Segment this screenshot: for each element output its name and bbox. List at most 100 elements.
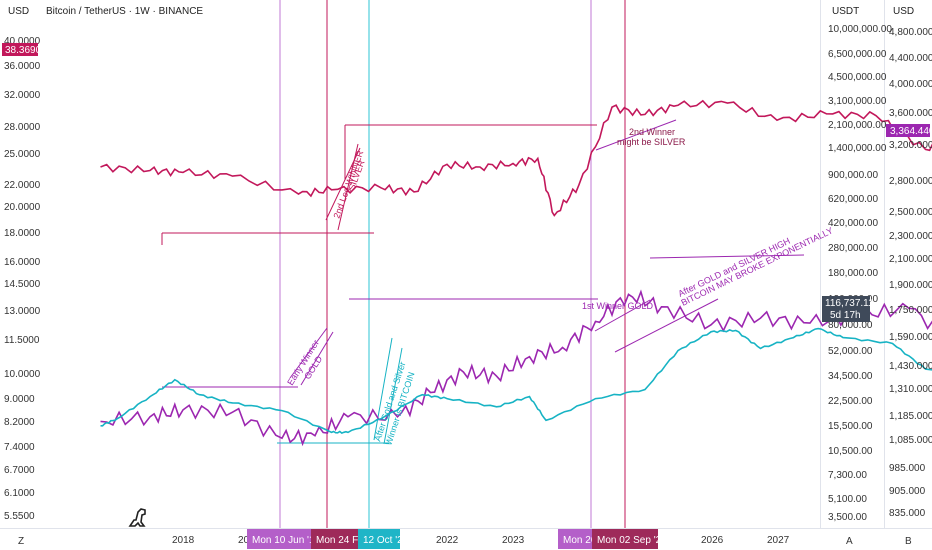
left-axis-tick: 22.0000 (4, 180, 41, 191)
left-axis-tick: 7.4000 (4, 442, 35, 453)
series-layer (100, 99, 932, 447)
usdt-axis-tick: 10,000,000.00 (828, 24, 892, 35)
annotation-lines (161, 119, 805, 445)
usdt-axis-tick: 1,400,000.00 (828, 143, 887, 154)
x-axis-tick: 2027 (767, 535, 790, 546)
right-axis-tick: 835.000 (889, 508, 926, 519)
right-axis-tick: 4,800.000 (889, 27, 932, 38)
usdt-price-axis[interactable]: 10,000,000.00 6,500,000.00 4,500,000.00 3,1… (828, 24, 892, 523)
usdt-axis-tick: 4,500,000.00 (828, 72, 887, 83)
usdt-axis-tick: 620,000.00 (828, 194, 878, 205)
left-axis-tick: 36.0000 (4, 61, 41, 72)
left-price-axis[interactable]: 40.0000 36.0000 32.0000 28.0000 25.0000 22.00… (4, 36, 41, 522)
usdt-axis-tick: 5,100.00 (828, 494, 867, 505)
log-scale-button[interactable]: B (905, 536, 912, 547)
left-axis-tick: 6.7000 (4, 465, 35, 476)
time-marker-badge[interactable] (358, 529, 400, 549)
annotation-second-winner-1: 2nd Winner (629, 127, 675, 137)
svg-text:5d 17h: 5d 17h (830, 310, 861, 321)
left-axis-tick: 16.0000 (4, 257, 41, 268)
time-marker-badge[interactable] (558, 529, 592, 549)
annotation-line (649, 254, 805, 259)
svg-text:3,364.440: 3,364.440 (890, 126, 932, 137)
annotation-line (383, 347, 403, 445)
usdt-axis-tick: 10,500.00 (828, 446, 873, 457)
svg-text:38.3690: 38.3690 (5, 45, 42, 56)
annotation-line (300, 331, 334, 386)
usdt-axis-tick: 22,500.00 (828, 396, 873, 407)
right-axis-tick: 3,600.000 (889, 108, 932, 119)
left-axis-tick: 10.0000 (4, 369, 41, 380)
usdt-axis-tick: 3,100,000.00 (828, 96, 887, 107)
silver-series-line (100, 99, 932, 217)
right-axis-tick: 1,430.000 (889, 361, 932, 372)
chart-title[interactable]: Bitcoin / TetherUS · 1W · BINANCE (46, 6, 203, 17)
right-axis-tick: 905.000 (889, 486, 926, 497)
left-axis-tick: 14.5000 (4, 279, 41, 290)
annotation-first-winner: 1st Winner GOLD (582, 301, 654, 311)
left-axis-tick: 25.0000 (4, 149, 41, 160)
usdt-axis-tick: 80,000.00 (828, 320, 873, 331)
left-axis-tick: 5.5500 (4, 511, 35, 522)
x-axis-tick: 2018 (172, 535, 195, 546)
left-axis-tick: 13.0000 (4, 306, 41, 317)
auto-scale-button[interactable]: A (846, 536, 853, 547)
left-currency: USD (8, 6, 29, 17)
right-axis-tick: 1,900.000 (889, 280, 932, 291)
time-marker-label: Mon 10 Jun '19 (252, 535, 321, 546)
left-axis-tick: 11.5000 (4, 335, 40, 346)
right-price-axis[interactable]: 4,800.000 4,400.000 4,000.000 3,600.000 3,20… (889, 27, 932, 519)
zoom-button[interactable]: Z (18, 536, 24, 547)
usdt-axis-tick: 6,500,000.00 (828, 49, 887, 60)
usdt-axis-tick: 280,000.00 (828, 243, 878, 254)
right-axis-tick: 4,400.000 (889, 53, 932, 64)
right-currency[interactable]: USD (893, 6, 914, 17)
right-axis-tick: 2,100.000 (889, 254, 932, 265)
x-axis-tick: 2022 (436, 535, 459, 546)
left-axis-tick: 28.0000 (4, 122, 41, 133)
svg-text:116,737.11: 116,737.11 (825, 298, 874, 309)
left-axis-tick: 6.1000 (4, 488, 35, 499)
time-marker-badge[interactable] (592, 529, 658, 549)
annotation-line (594, 299, 651, 332)
time-axis[interactable]: 201820192022202320262027Mon 10 Jun '19Mo… (172, 529, 790, 549)
gold-series-line (100, 289, 932, 447)
right-axis-tick: 985.000 (889, 463, 926, 474)
left-axis-tick: 18.0000 (4, 228, 41, 239)
time-marker-badge[interactable] (247, 529, 311, 549)
right-axis-tick: 1,310.000 (889, 384, 932, 395)
annotation-line (595, 119, 677, 151)
time-marker-label: Mon 24 Feb '20 (316, 535, 386, 546)
dino-icon (128, 508, 146, 527)
usdt-axis-tick: 900,000.00 (828, 170, 878, 181)
x-axis-tick: 2023 (502, 535, 525, 546)
usdt-label[interactable]: USDT (832, 6, 859, 17)
left-axis-tick: 40.0000 (4, 36, 41, 47)
btc-last-badge: 116,737.11 5d 17h (822, 296, 874, 322)
right-axis-tick: 4,000.000 (889, 79, 932, 90)
bitcoin-series-line (100, 327, 932, 435)
vertical-markers (279, 0, 626, 528)
right-axis-tick: 1,185.000 (889, 411, 932, 422)
time-marker-badge[interactable] (311, 529, 358, 549)
usdt-axis-tick: 2,100,000.00 (828, 120, 887, 131)
right-axis-tick: 1,085.000 (889, 435, 932, 446)
annotation-second-winner-2: might be SILVER (617, 137, 686, 147)
right-axis-tick: 2,800.000 (889, 176, 932, 187)
usdt-axis-tick: 180,000.00 (828, 268, 878, 279)
left-axis-tick: 20.0000 (4, 202, 41, 213)
usdt-axis-tick: 15,500.00 (828, 421, 873, 432)
annotation-line (614, 298, 719, 353)
annotation-line (289, 327, 328, 379)
usdt-axis-tick: 34,500.00 (828, 371, 873, 382)
usdt-axis-tick: 420,000.00 (828, 218, 878, 229)
annotation-line (337, 143, 359, 231)
right-axis-tick: 2,500.000 (889, 207, 932, 218)
usdt-axis-tick: 7,300.00 (828, 470, 867, 481)
left-axis-tick: 32.0000 (4, 90, 41, 101)
right-axis-tick: 1,750.000 (889, 305, 932, 316)
usdt-axis-tick: 3,500.00 (828, 512, 867, 523)
time-marker-label: Mon 02 Sep '24 (597, 535, 667, 546)
time-marker-label: 12 Oct '20 (363, 535, 409, 546)
right-axis-tick: 1,590.000 (889, 332, 932, 343)
